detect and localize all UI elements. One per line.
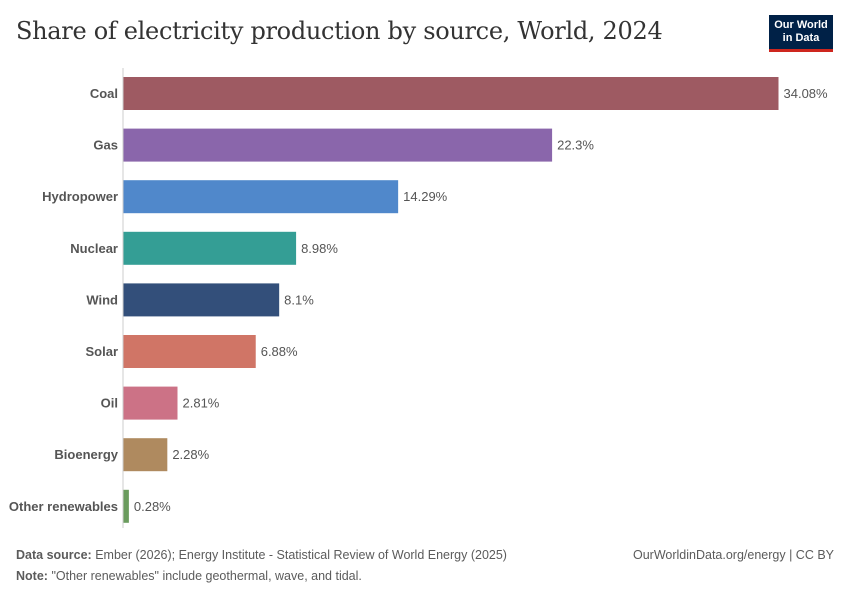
category-label: Coal [90, 86, 118, 101]
category-label: Gas [93, 138, 118, 153]
site-link[interactable]: OurWorldinData.org/energy | CC BY [632, 548, 834, 562]
bar-oil[interactable] [123, 386, 178, 420]
value-label: 0.28% [134, 499, 171, 514]
category-label: Solar [85, 344, 118, 359]
logo-line-2: in Data [782, 32, 820, 44]
category-label: Bioenergy [54, 447, 118, 462]
bar-bioenergy[interactable] [123, 438, 168, 472]
bar-coal[interactable] [123, 77, 779, 110]
value-label: 14.29% [403, 189, 448, 204]
note-text: "Other renewables" include geothermal, w… [51, 569, 362, 583]
source-text: Ember (2026); Energy Institute - Statist… [95, 548, 507, 562]
category-label: Hydropower [42, 189, 118, 204]
footer-source-row: Data source: Ember (2026); Energy Instit… [16, 548, 834, 562]
value-label: 2.28% [172, 447, 209, 462]
bar-solar[interactable] [123, 335, 256, 368]
category-label: Other renewables [9, 499, 118, 514]
logo-line-1: Our World [774, 19, 828, 31]
bar-chart: Coal 34.08% Gas 22.3% Hydropower 14.29% Nuclea… [9, 68, 829, 528]
bar-gas[interactable] [123, 128, 553, 162]
owid-logo[interactable]: Our World in Data [769, 15, 833, 52]
bar-wind[interactable] [123, 283, 280, 317]
value-label: 6.88% [261, 344, 298, 359]
bar-other-renewables[interactable] [123, 489, 129, 523]
category-label: Wind [86, 292, 118, 307]
bar-hydropower[interactable] [123, 180, 399, 214]
value-label: 8.1% [284, 292, 314, 307]
note-label: Note: [16, 569, 48, 583]
chart-title: Share of electricity production by sourc… [16, 17, 663, 45]
value-label: 2.81% [183, 396, 220, 411]
category-label: Nuclear [70, 241, 118, 256]
bar-nuclear[interactable] [123, 231, 297, 265]
value-label: 22.3% [557, 138, 594, 153]
category-label: Oil [101, 396, 118, 411]
footer-note-row: Note: "Other renewables" include geother… [16, 569, 834, 583]
value-label: 34.08% [784, 86, 829, 101]
source-label: Data source: [16, 548, 92, 562]
value-label: 8.98% [301, 241, 338, 256]
